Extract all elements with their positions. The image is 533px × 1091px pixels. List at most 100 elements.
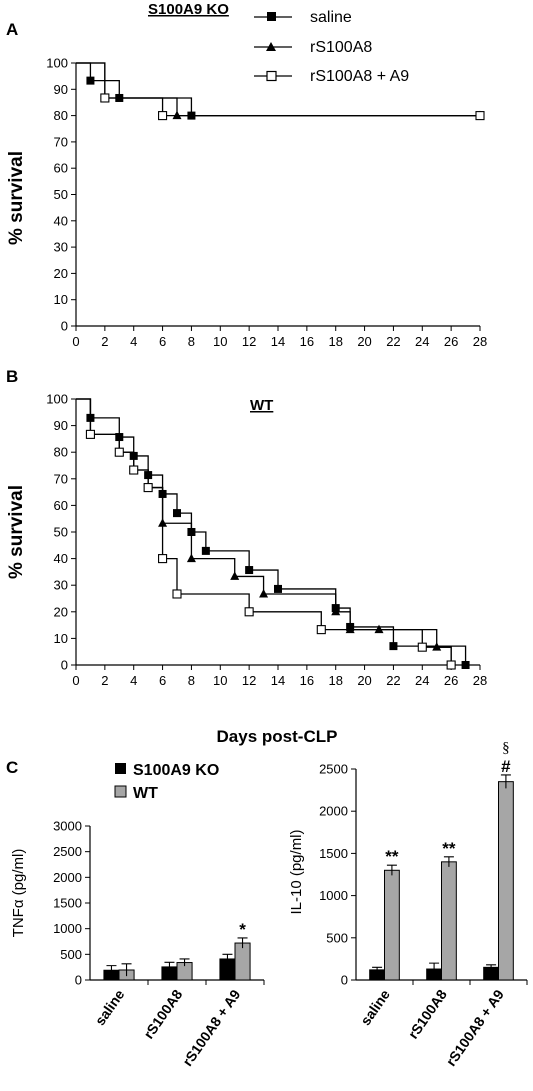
panel-a-point-saline [86,76,95,85]
legend-item-ko: S100A9 KO [115,762,219,779]
panel-a-x-tick-label: 6 [159,334,166,349]
panel-a-x-tick-label: 26 [444,334,458,349]
panel-b-y-tick-label: 80 [54,445,68,460]
panel-b-line-rs100a8 [76,398,452,665]
il10-significance-mark: § [502,740,510,756]
panel-b-y-tick-label: 50 [54,525,68,540]
il10-bar-plot: 0 500 1000 1500 2000 2500 saline rS100A8rS100A8… [319,740,528,1069]
panel-b-point-rs100a8-a9 [316,625,326,635]
panel-b-y-tick-label: 60 [54,498,68,513]
panel-b-x-tick-label: 14 [271,673,285,688]
panel-a-x-tick-label: 20 [357,334,371,349]
panel-b-x-tick-label: 26 [444,673,458,688]
panel-b-point-saline [201,546,210,555]
tnf-y-tick-label: 0 [75,973,82,988]
panel-b-point-saline [173,509,181,518]
panel-b-title: WT [250,397,273,414]
legend-label-ko: S100A9 KO [133,762,219,779]
tnf-y-tick-label: 1500 [53,896,82,911]
panel-a-line-rs100a8-a9 [76,62,480,117]
legend-item-rs100a8-a9: rS100A8 + A9 [254,68,409,85]
legend-label-wt: WT [133,785,158,802]
filled-triangle-marker [266,42,276,51]
panel-a-y-tick-label: 100 [46,56,68,71]
panel-b-point-rs100a8-a9 [143,483,153,493]
panel-b-point-rs100a8 [345,624,355,634]
panel-a-title: S100A9 KO [148,1,229,18]
panel-b-point-saline [461,661,470,669]
tnf-category-label: saline [92,986,128,1028]
legend-label-saline: saline [310,9,352,26]
panel-b-point-rs100a8 [374,624,384,634]
tnf-error-bar [179,958,190,967]
open-square-marker [266,70,277,82]
tnf-error-bar [106,965,117,975]
panel-a-x-tick-label: 8 [188,334,195,349]
panel-b-x-tick-label: 16 [300,673,314,688]
panel-b-x-tick-label: 22 [386,673,400,688]
panel-b-point-rs100a8-a9 [417,642,427,652]
panel-b-y-axis-label: % survival [6,485,27,579]
panel-a-point-rs100a8 [172,110,182,120]
panel-a-y-tick-label: 20 [54,266,68,281]
panel-b-x-tick-label: 20 [357,673,371,688]
tnf-y-axis-label: TNFα (pg/ml) [10,849,27,938]
panel-b-point-rs100a8 [259,588,269,598]
panel-a-point-rs100a8-a9 [100,93,110,103]
tnf-category-label: rS100A8 + A9 [179,986,243,1069]
il10-significance-mark: ** [442,839,456,858]
legend-swatch-wt [114,785,127,798]
panel-b-point-rs100a8-a9 [158,554,168,564]
panel-a-x-tick-label: 14 [271,334,285,349]
tnf-error-bar [237,937,248,949]
tnf-y-tick-label: 500 [60,947,82,962]
tnf-bar-wt-rs100a8-a9 [234,942,251,981]
panel-a-y-tick-label: 60 [54,161,68,176]
panel-b-x-tick-label: 6 [159,673,166,688]
il10-category-label: saline [357,986,393,1028]
il10-significance-mark: ** [385,847,399,866]
panel-b-x-tick-label: 0 [72,673,79,688]
il10-y-tick-label: 2000 [319,804,348,819]
panel-a-y-axis-label: % survival [6,151,27,245]
panel-b-point-saline [245,566,254,575]
il10-y-tick-label: 1500 [319,846,348,861]
il10-error-bar [443,856,454,867]
il10-y-tick-label: 500 [326,930,348,945]
panel-b-y-tick-label: 30 [54,578,68,593]
tnf-y-tick-label: 2000 [53,870,82,885]
panel-b-point-rs100a8-a9 [172,589,182,599]
panel-b-point-rs100a8-a9 [85,429,95,439]
il10-category-label: rS100A8 + A9 [443,986,507,1069]
panel-b-point-saline [274,584,282,593]
panel-a-line-saline [76,62,480,117]
legend-item-saline: saline [254,9,352,26]
panel-a-x-tick-label: 10 [213,334,227,349]
tnf-error-bar [164,961,175,972]
panel-a-x-tick-label: 22 [386,334,400,349]
panel-b-line-saline [76,398,467,665]
panel-b-point-saline [389,642,398,651]
legend-item-rs100a8: rS100A8 [254,39,372,56]
filled-square-marker [267,12,276,21]
panel-b-label: B [6,367,18,386]
tnf-y-tick-label: 1000 [53,921,82,936]
panel-a-x-tick-label: 28 [473,334,487,349]
tnf-significance-mark: * [239,920,246,939]
panel-a-y-tick-label: 0 [61,319,68,334]
panel-b-y-tick-label: 40 [54,551,68,566]
panel-b-point-rs100a8 [432,642,442,651]
panel-a-x-tick-label: 24 [415,334,429,349]
panel-b-x-axis-label: Days post-CLP [217,727,338,746]
il10-error-bar [486,964,497,970]
il10-significance-mark: # [501,757,511,776]
panel-a-y-tick-label: 70 [54,134,68,149]
panel-a-y-tick-label: 90 [54,82,68,97]
panel-b-line-rs100a8-a9 [76,398,452,665]
il10-category-label: rS100A8 [405,986,450,1041]
il10-bar-wt-rs100a8 [441,861,457,981]
panel-b-point-rs100a8 [230,571,240,580]
panel-a-x-tick-label: 4 [130,334,137,349]
panel-a: A S100A9 KO % survival 01020304050607080… [6,1,487,349]
